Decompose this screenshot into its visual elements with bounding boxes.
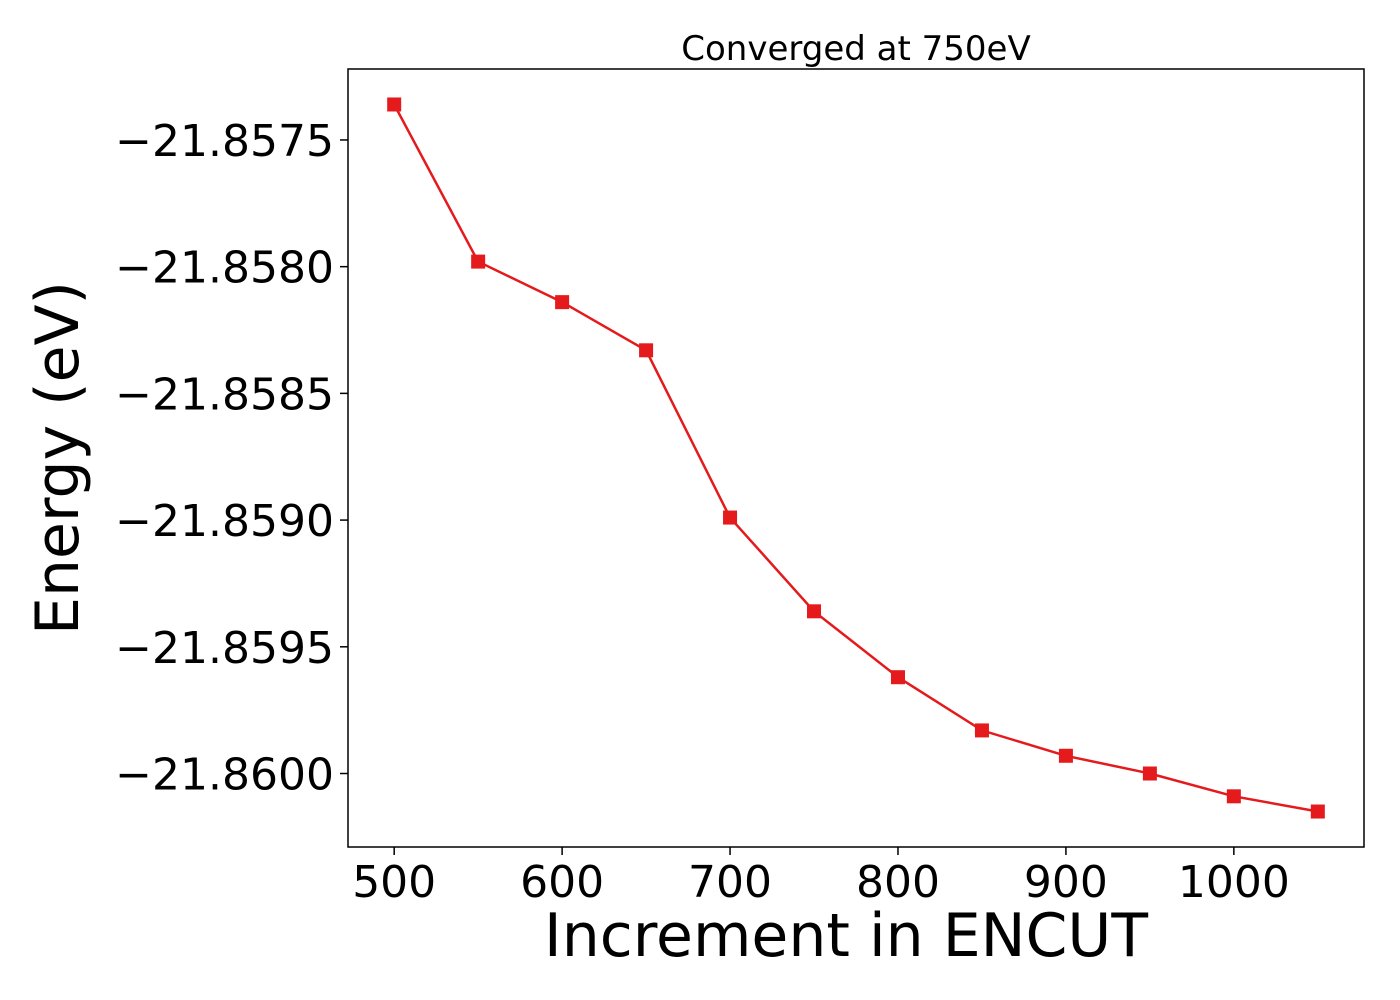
x-tick-label: 900	[1024, 857, 1108, 908]
data-point	[639, 343, 654, 358]
data-point	[387, 97, 402, 112]
x-tick-label: 1000	[1178, 857, 1290, 908]
x-axis-title: Increment in ENCUT	[544, 901, 1148, 971]
y-tick-label: −21.8600	[115, 750, 334, 801]
y-axis: −21.8575 −21.8580 −21.8585 −21.8590 −21.8595…	[115, 116, 348, 801]
x-tick-label: 500	[352, 857, 436, 908]
data-point	[723, 510, 738, 525]
data-point	[471, 254, 486, 269]
x-tick-label: 700	[688, 857, 772, 908]
data-point	[890, 670, 905, 685]
data-point	[1058, 748, 1073, 763]
chart-title: Converged at 750eV	[681, 29, 1030, 69]
series-markers	[387, 97, 1325, 819]
series-line	[393, 103, 1319, 813]
y-tick-label: −21.8585	[115, 369, 334, 420]
plot-area-frame	[347, 68, 1365, 848]
data-point	[1310, 804, 1325, 819]
data-point	[974, 723, 989, 738]
x-tick-label: 600	[520, 857, 604, 908]
y-tick-label: −21.8580	[115, 243, 334, 294]
x-axis: 500 600 700 800 900 1000	[352, 847, 1290, 908]
data-point	[1226, 789, 1241, 804]
x-tick-label: 800	[856, 857, 940, 908]
data-point	[807, 604, 822, 619]
y-axis-title: Energy (eV)	[23, 281, 93, 635]
data-point	[555, 295, 570, 310]
y-tick-label: −21.8575	[115, 116, 334, 167]
y-tick-label: −21.8590	[115, 496, 334, 547]
y-tick-label: −21.8595	[115, 623, 334, 674]
data-point	[1142, 766, 1157, 781]
